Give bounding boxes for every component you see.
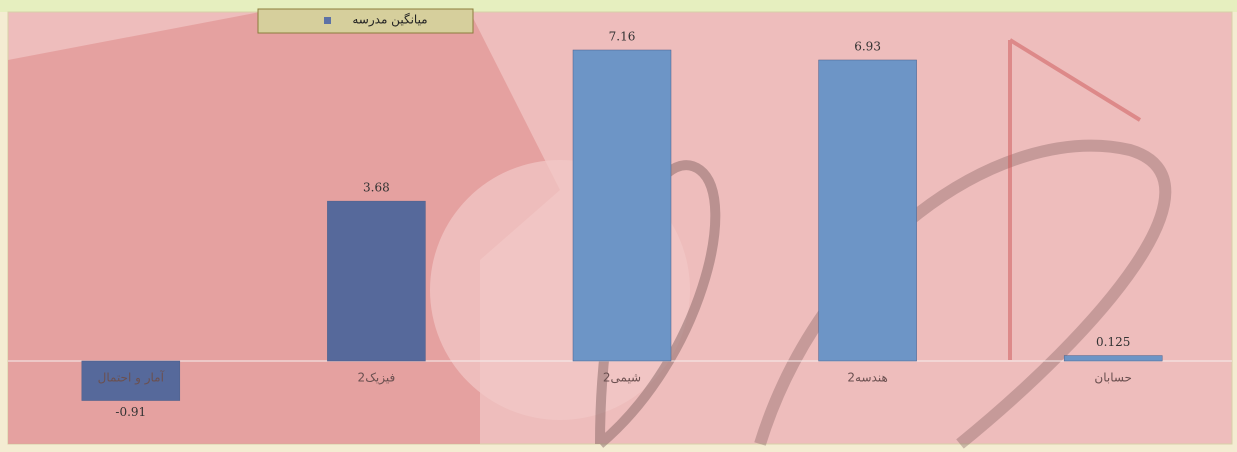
bar [327,200,426,362]
legend-label: میانگین مدرسه [352,13,427,28]
value-label: 0.125 [1096,335,1130,349]
x-tick-label: هندسه2 [847,371,887,385]
decor [1008,38,1142,360]
top-strip [0,0,1237,12]
x-tick-label: شیمی2 [603,371,641,385]
x-tick-label: فیزیک2 [358,371,396,386]
legend-box [257,8,474,34]
value-label: 7.16 [609,30,636,44]
value-label: 3.68 [363,181,390,195]
value-label: -0.91 [115,405,146,419]
legend-swatch [324,17,331,24]
x-tick-label: آمار و احتمال [98,370,165,386]
bar [81,360,181,401]
x-tick-label: حسابان [1094,371,1132,385]
bar [1063,355,1163,362]
value-label: 6.93 [854,39,881,53]
bar [572,49,672,362]
bar [818,59,917,362]
